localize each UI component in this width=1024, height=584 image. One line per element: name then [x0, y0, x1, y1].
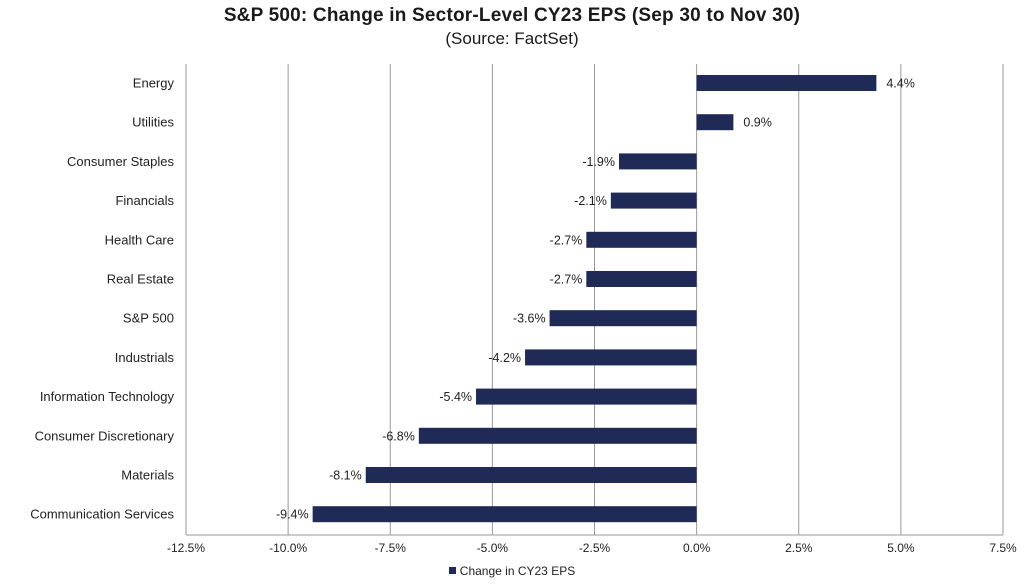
chart-title: S&P 500: Change in Sector-Level CY23 EPS…	[223, 5, 801, 26]
bar	[365, 467, 697, 483]
legend-label: Change in CY23 EPS	[459, 564, 576, 578]
x-tick-label: -10.0%	[269, 541, 307, 555]
category-label: Industrials	[115, 350, 175, 365]
data-label: -2.7%	[550, 233, 583, 247]
data-label: -5.4%	[439, 390, 472, 404]
data-label: -1.9%	[582, 155, 615, 169]
data-label: -6.8%	[382, 429, 415, 443]
legend-swatch	[448, 567, 456, 574]
data-label: -2.1%	[574, 194, 607, 208]
category-label: Health Care	[105, 232, 174, 247]
x-tick-label: -5.0%	[477, 541, 509, 555]
chart-subtitle: (Source: FactSet)	[445, 29, 579, 48]
category-label: Energy	[133, 76, 175, 91]
data-label: 0.9%	[743, 116, 772, 130]
category-label: Consumer Staples	[67, 154, 174, 169]
bar	[586, 271, 697, 287]
bar	[312, 506, 697, 523]
category-label: S&P 500	[123, 311, 174, 326]
category-label: Financials	[115, 193, 174, 208]
bar	[476, 388, 697, 405]
data-label: 4.4%	[886, 77, 915, 91]
chart-legend: Change in CY23 EPS	[0, 564, 1024, 578]
bar	[549, 310, 697, 327]
x-tick-label: -7.5%	[375, 541, 407, 555]
bar	[619, 153, 697, 170]
bar	[418, 427, 697, 444]
category-label: Communication Services	[30, 507, 174, 522]
category-label: Information Technology	[40, 389, 175, 404]
category-label: Materials	[121, 468, 174, 483]
data-label: -4.2%	[488, 351, 521, 365]
category-label: Utilities	[132, 115, 174, 130]
bar	[696, 114, 734, 131]
bar	[586, 231, 697, 248]
bar	[525, 349, 697, 366]
data-label: -3.6%	[513, 312, 546, 326]
data-label: -8.1%	[329, 469, 362, 483]
bar	[696, 75, 877, 91]
category-label: Real Estate	[107, 272, 174, 287]
category-label: Consumer Discretionary	[35, 428, 175, 443]
x-tick-label: 5.0%	[887, 541, 915, 555]
x-tick-label: 0.0%	[683, 541, 711, 555]
x-tick-label: 2.5%	[785, 541, 813, 555]
data-label: -2.7%	[550, 273, 583, 287]
x-tick-label: -12.5%	[167, 541, 205, 555]
data-label: -9.4%	[276, 508, 309, 522]
bar	[610, 192, 697, 209]
x-tick-label: 7.5%	[989, 541, 1017, 555]
x-tick-label: -2.5%	[579, 541, 611, 555]
